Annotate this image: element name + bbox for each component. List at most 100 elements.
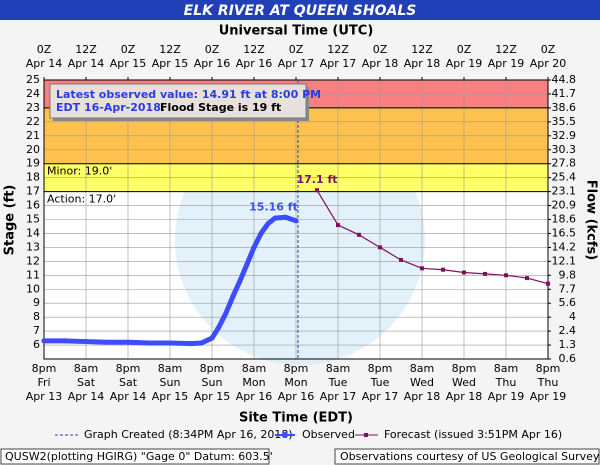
top-tick-label: Apr 18 <box>362 57 399 70</box>
top-tick-label: 0Z <box>121 43 136 56</box>
top-tick-label: Apr 15 <box>152 57 189 70</box>
forecast-point <box>504 273 508 278</box>
x-tick-label: 8am <box>242 362 266 375</box>
y2-axis-title: Flow (kcfs) <box>584 180 599 260</box>
forecast-point <box>420 266 424 271</box>
x-tick-label: Apr 15 <box>194 390 231 403</box>
y-tick-label: 12 <box>26 254 40 267</box>
observed-point <box>83 339 89 345</box>
y-tick-label: 23 <box>26 101 40 114</box>
x-tick-label: Mon <box>284 376 307 389</box>
y2-tick-label: 20.9 <box>552 199 577 212</box>
info-box <box>49 83 307 119</box>
x-tick-label: 8pm <box>32 362 57 375</box>
x-tick-label: 8pm <box>368 362 393 375</box>
y2-tick-label: 23.1 <box>552 185 577 198</box>
x-tick-label: Sun <box>160 376 181 389</box>
y2-tick-label: 18.6 <box>552 213 577 226</box>
legend-observed-marker <box>282 432 288 438</box>
y-tick-label: 24 <box>26 87 40 100</box>
y2-tick-label: 12.1 <box>552 254 577 267</box>
top-tick-label: Apr 15 <box>110 57 147 70</box>
observed-point <box>167 340 173 346</box>
x-tick-label: Apr 18 <box>404 390 441 403</box>
forecast-point <box>378 245 382 250</box>
y-tick-label: 25 <box>26 73 40 86</box>
x-tick-label: Apr 14 <box>110 390 147 403</box>
x-tick-label: Apr 16 <box>278 390 315 403</box>
x-axis-title: Site Time (EDT) <box>239 411 353 426</box>
x-tick-label: 8pm <box>536 362 561 375</box>
top-tick-label: 0Z <box>373 43 388 56</box>
y-tick-label: 9 <box>33 296 40 309</box>
info-line2: EDT 16-Apr-2018. <box>56 101 165 114</box>
y-tick-label: 19 <box>26 157 40 170</box>
y2-tick-label: 7.7 <box>559 282 577 295</box>
forecast-point <box>483 271 487 276</box>
observed-point <box>251 244 257 250</box>
forecast-point <box>441 267 445 272</box>
top-tick-label: Apr 14 <box>68 57 105 70</box>
forecast-point <box>525 276 529 281</box>
footer-left: QUSW2(plotting HGIRG) "Gage 0" Datum: 60… <box>5 450 273 463</box>
x-tick-label: Apr 18 <box>446 390 483 403</box>
top-tick-label: Apr 18 <box>404 57 441 70</box>
x-tick-label: Mon <box>242 376 265 389</box>
top-tick-label: Apr 16 <box>236 57 273 70</box>
x-tick-label: Tue <box>328 376 348 389</box>
x-tick-label: 8pm <box>200 362 225 375</box>
info-line2b: Flood Stage is 19 ft <box>160 101 281 114</box>
x-tick-label: Thu <box>537 376 559 389</box>
observed-point <box>188 341 194 347</box>
top-tick-label: 0Z <box>37 43 52 56</box>
y2-tick-label: 44.8 <box>552 73 577 86</box>
top-tick-label: Apr 17 <box>320 57 357 70</box>
observed-point <box>244 261 250 267</box>
top-tick-label: 12Z <box>411 43 433 56</box>
legend-observed: Observed <box>302 428 355 441</box>
y2-tick-label: 0.6 <box>559 352 577 365</box>
y2-tick-label: 16.5 <box>552 226 577 239</box>
footer-right-box <box>334 448 600 465</box>
top-tick-label: 12Z <box>75 43 97 56</box>
observed-point <box>62 338 68 344</box>
observed-point <box>146 340 152 346</box>
forecast-point <box>462 270 466 275</box>
y2-tick-label: 2.4 <box>559 324 577 337</box>
y2-tick-label: 30.3 <box>552 143 577 156</box>
top-axis-title: Universal Time (UTC) <box>219 24 374 39</box>
observed-point <box>283 214 288 220</box>
legend: Graph Created (8:34PM Apr 16, 2018) Obse… <box>55 428 562 441</box>
observed-point <box>216 324 222 330</box>
x-tick-label: Apr 19 <box>530 390 567 403</box>
top-tick-label: 12Z <box>243 43 265 56</box>
forecast-point <box>315 188 319 193</box>
top-tick-label: 0Z <box>541 43 556 56</box>
y-tick-label: 7 <box>33 324 40 337</box>
top-tick-label: 12Z <box>327 43 349 56</box>
flood-label: Action: 17.0' <box>47 193 116 206</box>
y-tick-label: 10 <box>26 282 40 295</box>
y-tick-label: 8 <box>33 310 40 323</box>
chart-title: ELK RIVER AT QUEEN SHOALS <box>184 3 417 19</box>
top-tick-label: Apr 19 <box>446 57 483 70</box>
x-tick-label: Apr 13 <box>26 390 63 403</box>
y-tick-label: 6 <box>33 338 40 351</box>
x-tick-label: 8am <box>74 362 98 375</box>
footer-right: Observations courtesy of US Geological S… <box>340 450 600 463</box>
y2-tick-label: 32.9 <box>552 129 577 142</box>
observed-point <box>258 230 264 236</box>
y-tick-label: 14 <box>26 226 40 239</box>
top-tick-label: 12Z <box>495 43 517 56</box>
top-tick-label: 0Z <box>289 43 304 56</box>
top-tick-label: Apr 19 <box>488 57 525 70</box>
y-tick-label: 13 <box>26 240 40 253</box>
y2-tick-label: 25.4 <box>552 171 577 184</box>
observed-point <box>265 221 271 227</box>
top-tick-label: Apr 17 <box>278 57 315 70</box>
x-tick-label: Sat <box>119 376 138 389</box>
forecast-point <box>336 223 340 228</box>
top-tick-label: 12Z <box>159 43 181 56</box>
y-tick-label: 17 <box>26 185 40 198</box>
